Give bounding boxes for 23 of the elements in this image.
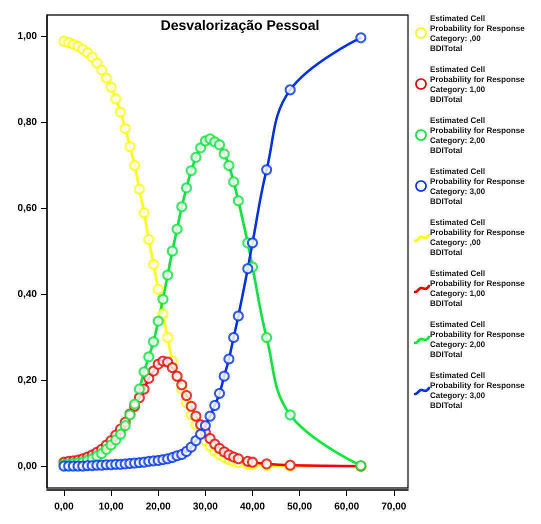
x-tick-label: 40,00 xyxy=(240,502,266,512)
y-tick-label: 1,00 xyxy=(18,31,38,42)
x-tick-label: 70,00 xyxy=(381,502,407,512)
y-tick-label: 0,00 xyxy=(18,461,38,472)
legend-label: Estimated Cell Probability for Response Category: 1,00 BDITotal xyxy=(430,269,525,309)
x-tick-label: 20,00 xyxy=(146,502,172,512)
x-tick-label: 30,00 xyxy=(192,502,218,512)
legend-label: Estimated Cell Probability for Response Category: ,00 BDITotal xyxy=(430,14,525,54)
legend-label: Estimated Cell Probability for Response Category: 2,00 BDITotal xyxy=(430,116,525,156)
x-tick-label: 60,00 xyxy=(334,502,360,512)
chart-title: Desvalorização Pessoal xyxy=(160,17,320,33)
x-tick-label: 10,00 xyxy=(98,502,124,512)
legend-label: Estimated Cell Probability for Response Category: 3,00 BDITotal xyxy=(430,371,525,411)
legend-label: Estimated Cell Probability for Response Category: ,00 BDITotal xyxy=(430,218,525,258)
x-tick-label: 50,00 xyxy=(287,502,313,512)
legend-label: Estimated Cell Probability for Response Category: 3,00 BDITotal xyxy=(430,167,525,207)
y-tick-label: 0,40 xyxy=(18,289,38,300)
y-tick-label: 0,20 xyxy=(18,375,38,386)
y-tick-label: 0,60 xyxy=(18,203,38,214)
legend-label: Estimated Cell Probability for Response Category: 1,00 BDITotal xyxy=(430,65,525,105)
x-tick-label: 0,00 xyxy=(54,502,74,512)
y-tick-label: 0,80 xyxy=(18,117,38,128)
legend-label: Estimated Cell Probability for Response Category: 2,00 BDITotal xyxy=(430,320,525,360)
